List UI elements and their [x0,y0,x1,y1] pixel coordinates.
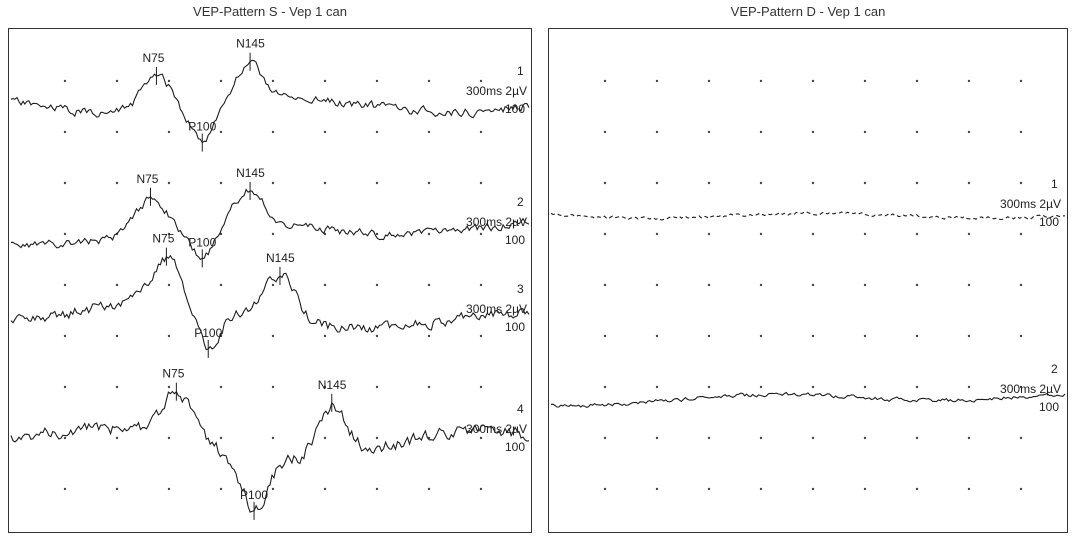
peak-label-p100: P100 [240,488,268,502]
averages-count-label: 100 [505,440,525,454]
peak-label-n145: N145 [266,251,295,265]
channel-label: 4 [517,402,524,416]
channel-label: 2 [1051,362,1058,376]
scale-label: 300ms 2µV [466,215,527,229]
peak-label-p100: P100 [188,120,216,134]
trace-1: 1 300ms 2µV 100 [550,177,1066,229]
scale-label: 300ms 2µV [466,84,527,98]
peak-marker-n75: N75 [136,172,159,206]
averages-count-label: 100 [505,320,525,334]
trace-4: N75 P100 N145 4 300ms 2µV 100 [10,367,530,520]
grid-dots [63,79,483,491]
peak-label-p100: P100 [188,235,216,249]
right-panel-title: VEP-Pattern D - Vep 1 can [730,4,886,19]
channel-label: 1 [517,64,524,78]
peak-marker-n145: N145 [266,251,295,286]
scale-label: 300ms 2µV [1000,197,1061,211]
averages-count-label: 100 [505,102,525,116]
vep-pattern-s-plot: N75 P100 N145 1 300ms 2µV 100 N75 P100 N145 2 300m… [10,37,530,520]
peak-label-n75: N75 [136,172,158,186]
trace-2: N75 P100 N145 2 300ms 2µV 100 [10,166,530,268]
scale-label: 300ms 2µV [466,422,527,436]
scale-label: 300ms 2µV [1000,382,1061,396]
peak-marker-n145: N145 [236,37,265,71]
peak-marker-n75: N75 [162,367,185,401]
trace-2-waveform [10,188,530,261]
trace-3: N75 P100 N145 3 300ms 2µV 100 [10,232,530,358]
trace-2-waveform [550,391,1066,409]
peak-marker-p100: P100 [194,326,223,358]
vep-pattern-s-chart: N75 P100 N145 1 300ms 2µV 100 N75 P100 N145 2 300m… [8,28,532,533]
peak-marker-n145: N145 [236,166,265,200]
averages-count-label: 100 [1039,400,1059,414]
peak-label-n75: N75 [142,51,164,65]
averages-count-label: 100 [1039,215,1059,229]
peak-marker-p100: P100 [188,120,217,152]
peak-label-n145: N145 [236,166,265,180]
vep-pattern-d-plot: 1 300ms 2µV 100 2 300ms 2µV 100 [550,79,1066,491]
channel-label: 1 [1051,177,1058,191]
vep-pattern-d-chart: 1 300ms 2µV 100 2 300ms 2µV 100 [548,28,1068,533]
channel-label: 3 [517,282,524,296]
trace-1-waveform [10,59,530,144]
grid-dots [603,79,1023,491]
peak-label-n75: N75 [152,232,174,246]
trace-1: N75 P100 N145 1 300ms 2µV 100 [10,37,530,152]
peak-marker-p100: P100 [188,235,217,268]
peak-marker-n75: N75 [142,51,165,85]
trace-1-waveform [550,210,1066,221]
peak-label-n145: N145 [236,37,265,51]
peak-marker-n145: N145 [318,378,347,412]
left-panel-title: VEP-Pattern S - Vep 1 can [193,4,347,19]
averages-count-label: 100 [505,233,525,247]
peak-label-n75: N75 [162,367,184,381]
peak-label-p100: P100 [194,326,222,340]
channel-label: 2 [517,195,524,209]
trace-3-waveform [10,254,530,351]
trace-2: 2 300ms 2µV 100 [550,362,1066,414]
peak-marker-p100: P100 [240,488,268,520]
scale-label: 300ms 2µV [466,302,527,316]
peak-marker-n75: N75 [152,232,175,266]
trace-4-waveform [10,390,530,513]
peak-label-n145: N145 [318,378,347,392]
